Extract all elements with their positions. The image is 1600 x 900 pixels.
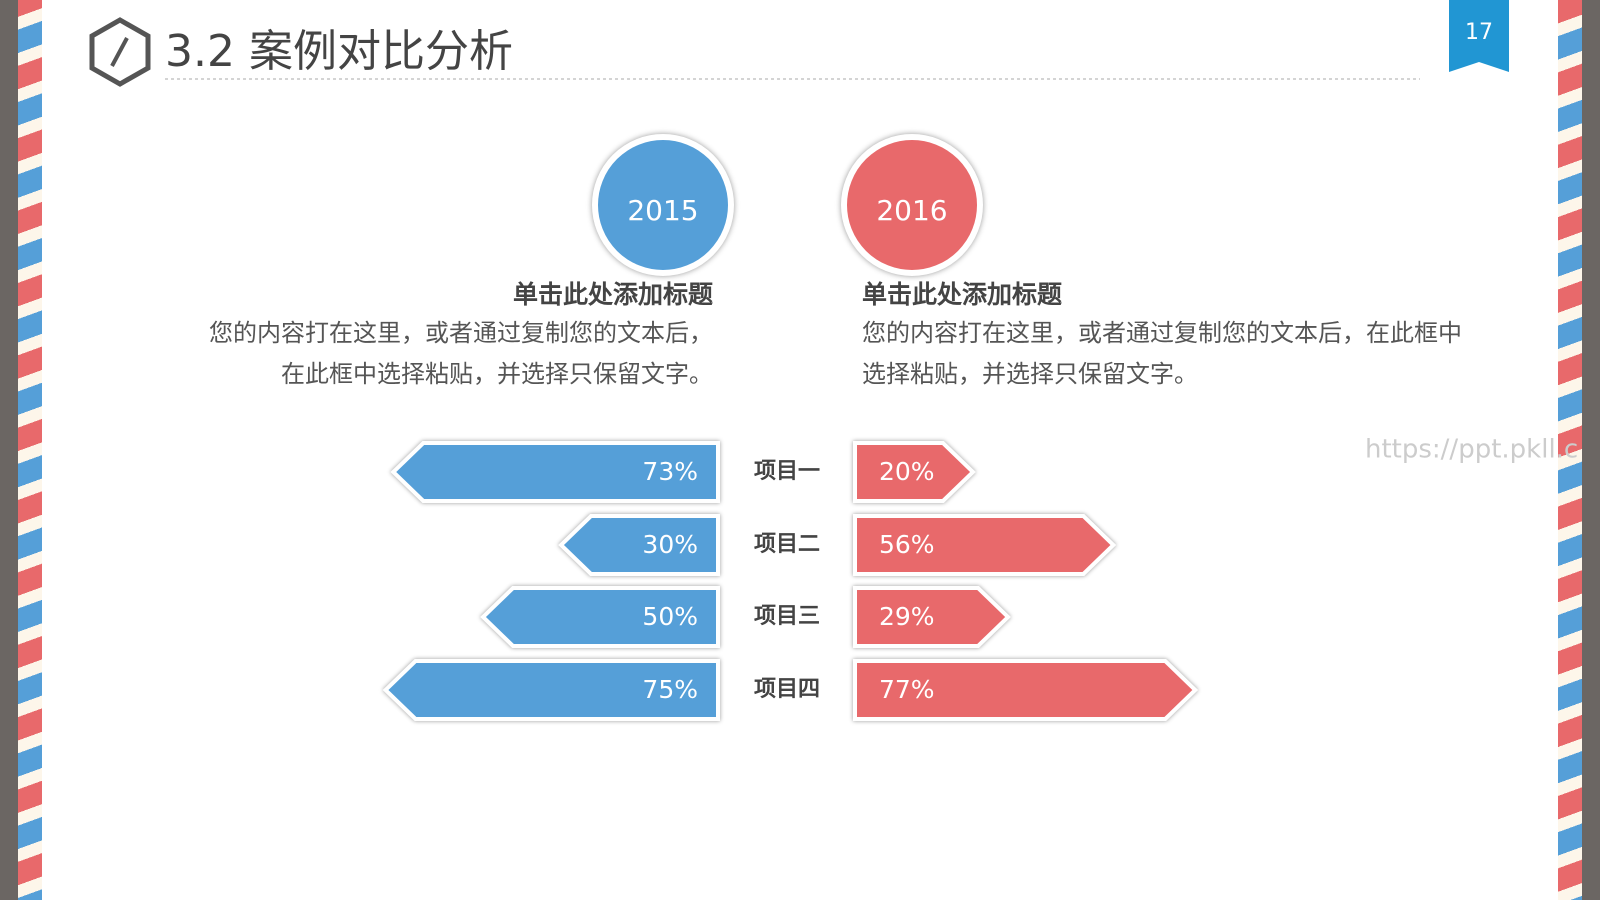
category-label: 项目二: [754, 532, 820, 557]
bar: [853, 441, 976, 503]
bar: [558, 514, 720, 576]
value-label: 29%: [879, 602, 935, 631]
pencil-icon: [110, 37, 129, 67]
bar: [853, 514, 1117, 576]
right-strip: [1582, 0, 1600, 900]
slide-title: 3.2 案例对比分析: [165, 26, 513, 77]
value-label: 50%: [642, 602, 698, 631]
category-label: 项目一: [754, 459, 820, 484]
bar: [853, 586, 1011, 648]
bar: [853, 659, 1199, 721]
panel-text: 您的内容打在这里，或者通过复制您的文本后，在此框中选择粘贴，并选择只保留文字。: [862, 319, 1462, 388]
bar: [480, 586, 720, 648]
panel-text: 您的内容打在这里，或者通过复制您的文本后，在此框中选择粘贴，并选择只保留文字。: [209, 319, 713, 388]
value-label: 20%: [879, 457, 935, 486]
header-icon: [89, 17, 151, 87]
category-label: 项目四: [754, 677, 820, 702]
panel-heading: 单击此处添加标题: [862, 280, 1063, 309]
bar: [382, 659, 720, 721]
value-label: 56%: [879, 530, 935, 559]
left-strip: [0, 0, 18, 900]
value-label: 30%: [642, 530, 698, 559]
value-label: 77%: [879, 675, 935, 704]
panel-heading: 单击此处添加标题: [512, 280, 713, 309]
page-number: 17: [1465, 20, 1493, 45]
value-label: 75%: [642, 675, 698, 704]
year-label: 2015: [627, 194, 698, 227]
value-label: 73%: [642, 457, 698, 486]
category-label: 项目三: [754, 604, 820, 629]
year-circle: [841, 134, 983, 276]
year-label: 2016: [876, 194, 947, 227]
watermark: https://ppt.pkll.c: [1365, 435, 1578, 465]
bar: [390, 441, 720, 503]
year-circle: [592, 134, 734, 276]
page-ribbon: [1449, 0, 1509, 72]
